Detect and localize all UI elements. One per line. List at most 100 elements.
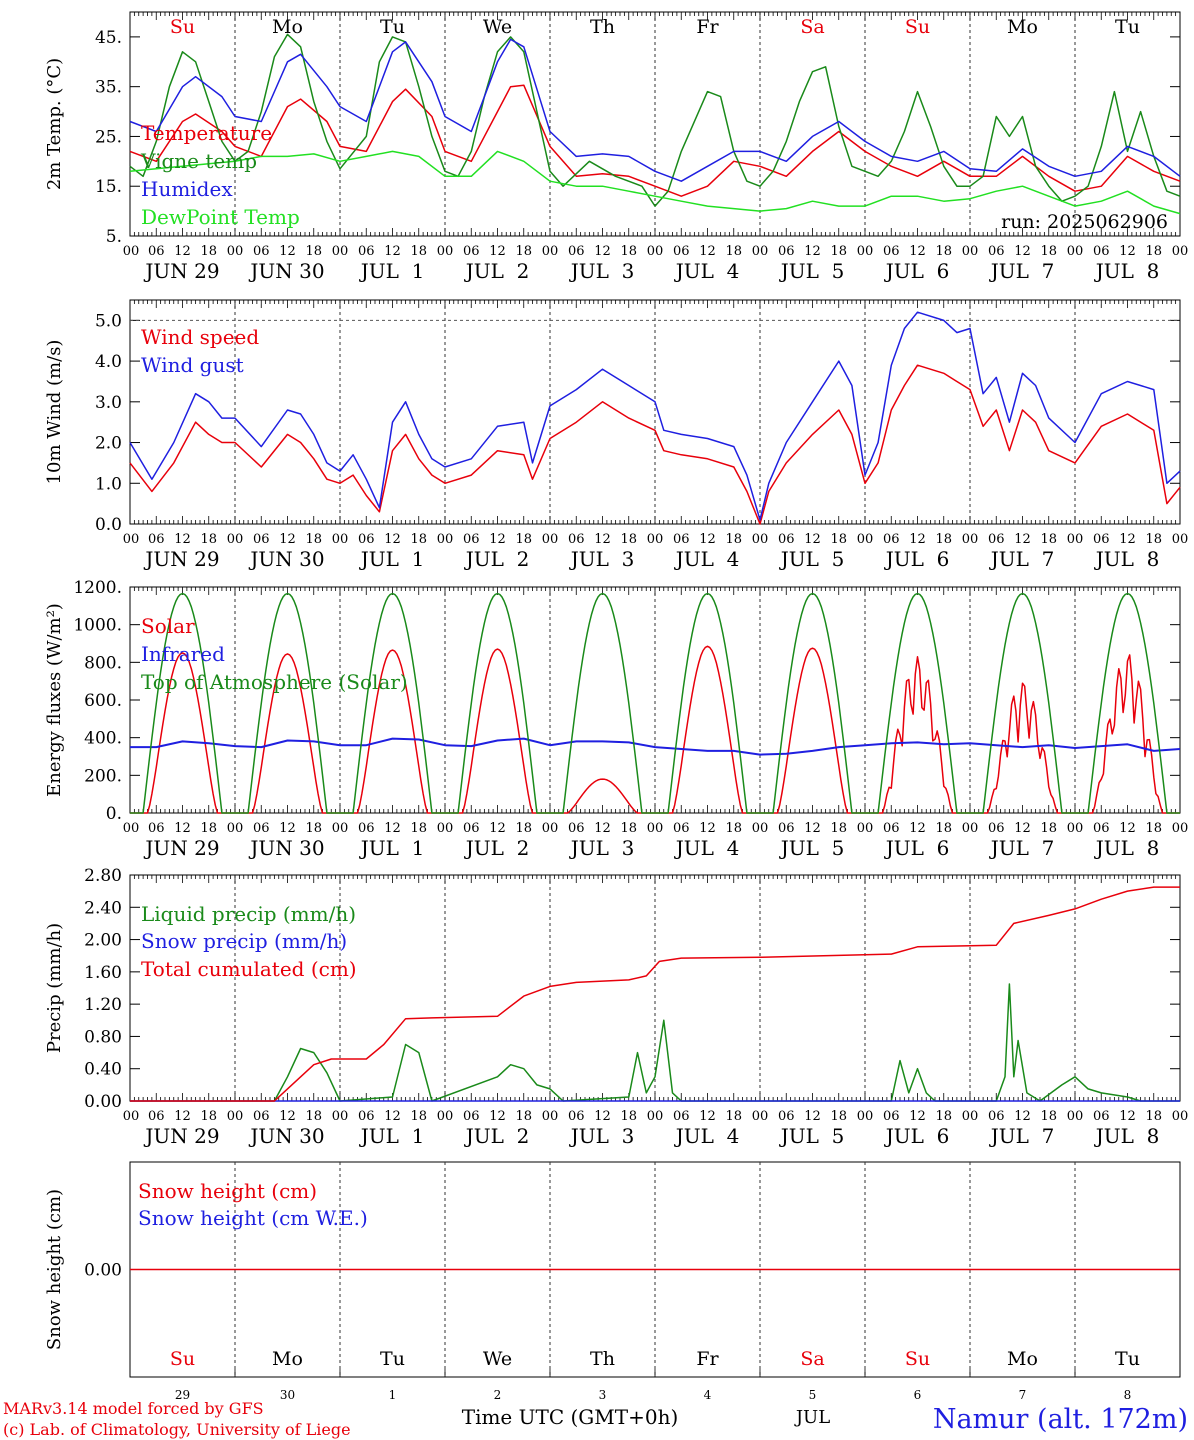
legend-entry: Solar — [141, 614, 195, 638]
date-label: JUL 2 — [464, 836, 530, 860]
hour-tick-label: 00 — [542, 244, 559, 259]
hour-tick-label: 00 — [647, 1109, 664, 1124]
hour-tick-label: 12 — [1119, 1109, 1136, 1124]
hour-tick-label: 06 — [883, 1109, 900, 1124]
hour-tick-label: 06 — [988, 532, 1005, 547]
hour-tick-label: 00 — [752, 532, 769, 547]
hour-tick-label: 00 — [1067, 821, 1084, 836]
hour-tick-label: 18 — [830, 1109, 847, 1124]
weekday-label: Su — [170, 16, 195, 38]
legend-entry: Snow precip (mm/h) — [141, 929, 347, 953]
date-label: JUL 7 — [989, 836, 1055, 860]
hour-tick-label: 00 — [1067, 1109, 1084, 1124]
date-label: JUL 2 — [464, 259, 530, 283]
hour-tick-label: 18 — [1145, 532, 1162, 547]
hour-tick-label: 06 — [358, 1109, 375, 1124]
hour-tick-label: 18 — [935, 821, 952, 836]
hour-tick-label: 06 — [883, 821, 900, 836]
y-tick-label: 1200. — [73, 578, 122, 598]
date-label: JUL 5 — [779, 1124, 845, 1148]
weekday-label: Tu — [1115, 1348, 1140, 1370]
hour-tick-label: 00 — [1172, 532, 1189, 547]
hour-tick-label: 00 — [857, 244, 874, 259]
weekday-label: We — [483, 16, 512, 38]
y-axis-label: Snow height (cm) — [44, 1189, 65, 1350]
series-line-1 — [130, 983, 1180, 1102]
y-tick-label: 400. — [84, 729, 122, 749]
hour-tick-label: 06 — [1093, 1109, 1110, 1124]
hour-tick-label: 18 — [830, 821, 847, 836]
x-tick-marks — [129, 12, 1181, 236]
hour-tick-label: 06 — [148, 1109, 165, 1124]
date-label: JUL 8 — [1094, 259, 1160, 283]
y-tick-label: 2.00 — [84, 931, 122, 951]
hour-tick-label: 18 — [200, 1109, 217, 1124]
hour-tick-label: 06 — [148, 244, 165, 259]
series-line-1 — [129, 84, 1181, 197]
date-label: JUL 4 — [674, 259, 740, 283]
hour-tick-label: 06 — [673, 1109, 690, 1124]
y-tick-label: 0.40 — [84, 1060, 122, 1080]
weekday-label: Su — [905, 1348, 930, 1370]
date-label: JUN 30 — [248, 547, 324, 571]
panel-1 — [129, 11, 1181, 237]
hour-tick-label: 18 — [1040, 821, 1057, 836]
hour-tick-label: 00 — [962, 244, 979, 259]
y-tick-label: 2.80 — [84, 866, 122, 886]
hour-tick-label: 12 — [699, 1109, 716, 1124]
hour-tick-label: 06 — [778, 821, 795, 836]
date-label: JUL 4 — [674, 836, 740, 860]
hour-tick-label: 18 — [410, 532, 427, 547]
y-tick-label: 2.40 — [84, 898, 122, 918]
hour-tick-label: 00 — [123, 1109, 140, 1124]
hour-tick-label: 00 — [123, 244, 140, 259]
hour-tick-label: 18 — [620, 1109, 637, 1124]
date-label: JUL 7 — [989, 259, 1055, 283]
hour-tick-label: 12 — [489, 244, 506, 259]
hour-tick-label: 12 — [1014, 821, 1031, 836]
date-label: JUN 30 — [248, 1124, 324, 1148]
hour-tick-label: 12 — [804, 244, 821, 259]
y-axis-label: 2m Temp. (°C) — [44, 58, 65, 190]
hour-tick-label: 12 — [1014, 532, 1031, 547]
hour-tick-label: 00 — [752, 1109, 769, 1124]
hour-tick-label: 00 — [123, 532, 140, 547]
hour-tick-label: 12 — [594, 1109, 611, 1124]
series-line-4 — [129, 150, 1181, 215]
hour-tick-label: 12 — [174, 244, 191, 259]
hour-tick-label: 12 — [594, 244, 611, 259]
hour-tick-label: 12 — [594, 821, 611, 836]
hour-tick-label: 18 — [1040, 532, 1057, 547]
hour-tick-label: 18 — [725, 1109, 742, 1124]
hour-tick-label: 00 — [332, 1109, 349, 1124]
hour-tick-label: 18 — [1145, 1109, 1162, 1124]
date-label: JUL 1 — [359, 1124, 425, 1148]
hour-tick-label: 12 — [1014, 1109, 1031, 1124]
hour-tick-label: 00 — [227, 1109, 244, 1124]
date-label: JUL 7 — [989, 1124, 1055, 1148]
hour-tick-label: 06 — [778, 1109, 795, 1124]
hour-tick-label: 18 — [935, 244, 952, 259]
weekday-label: Tu — [1115, 16, 1140, 38]
y-axis-label: 10m Wind (m/s) — [44, 340, 65, 485]
x-tick-marks — [129, 1369, 1181, 1377]
day-number-label: 29 — [175, 1388, 190, 1402]
day-number-label: 3 — [599, 1388, 607, 1402]
hour-tick-label: 18 — [305, 532, 322, 547]
panel-3 — [129, 586, 1181, 814]
day-number-label: 6 — [914, 1388, 922, 1402]
hour-tick-label: 06 — [673, 532, 690, 547]
hour-tick-label: 12 — [384, 1109, 401, 1124]
hour-tick-label: 18 — [410, 244, 427, 259]
series-line-3 — [130, 592, 1180, 814]
hour-tick-label: 18 — [515, 532, 532, 547]
weekday-label: Su — [170, 1348, 195, 1370]
hour-tick-label: 12 — [804, 532, 821, 547]
hour-tick-label: 06 — [673, 244, 690, 259]
hour-tick-label: 12 — [174, 1109, 191, 1124]
y-axis-label: Energy fluxes (W/m²) — [44, 603, 65, 797]
date-label: JUN 29 — [143, 836, 219, 860]
day-number-label: 5 — [809, 1388, 817, 1402]
hour-tick-label: 12 — [594, 532, 611, 547]
month-label: JUL — [794, 1407, 830, 1428]
